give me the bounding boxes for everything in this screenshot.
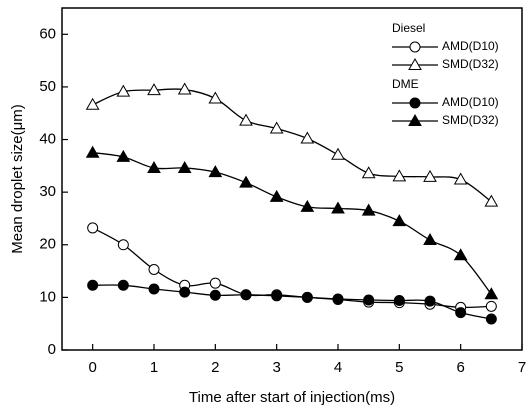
marker	[148, 263, 160, 275]
y-tick-label: 60	[39, 25, 56, 42]
y-tick-label: 50	[39, 78, 56, 95]
marker	[453, 172, 468, 185]
marker	[300, 199, 315, 212]
marker	[116, 84, 131, 97]
marker	[239, 113, 253, 126]
marker	[393, 295, 405, 307]
marker	[208, 91, 223, 104]
marker	[423, 169, 437, 182]
marker	[455, 307, 467, 319]
legend-label: SMD(D32)	[442, 57, 499, 71]
marker	[87, 279, 99, 291]
legend-marker	[409, 41, 421, 53]
legend-group: Diesel	[392, 21, 425, 35]
x-tick-label: 3	[272, 359, 280, 376]
y-tick-label: 30	[39, 183, 56, 200]
marker	[392, 169, 407, 182]
marker	[363, 294, 375, 306]
marker	[361, 166, 376, 179]
x-tick-label: 0	[88, 359, 96, 376]
marker	[240, 289, 252, 301]
marker	[392, 214, 407, 227]
marker	[116, 149, 131, 162]
marker	[424, 295, 436, 307]
marker	[301, 291, 313, 303]
marker	[485, 313, 497, 325]
x-axis-label: Time after start of injection(ms)	[189, 389, 395, 406]
x-tick-label: 4	[334, 359, 342, 376]
marker	[147, 83, 161, 96]
marker	[147, 160, 161, 173]
marker	[179, 286, 191, 298]
marker	[177, 82, 192, 95]
legend-label: SMD(D32)	[442, 113, 499, 127]
legend-label: AMD(D10)	[442, 39, 499, 53]
marker	[177, 160, 192, 173]
marker	[423, 233, 437, 246]
series-line	[92, 88, 492, 203]
marker	[485, 300, 497, 312]
y-tick-label: 10	[39, 288, 56, 305]
marker	[209, 277, 221, 289]
y-axis-label: Mean droplet size(μm)	[9, 104, 26, 254]
marker	[331, 201, 345, 214]
marker	[85, 97, 100, 110]
marker	[332, 293, 344, 305]
y-tick-label: 40	[39, 131, 56, 148]
y-tick-label: 20	[39, 236, 56, 253]
marker	[239, 175, 253, 188]
legend-marker	[408, 113, 422, 126]
marker	[300, 131, 315, 144]
x-tick-label: 7	[518, 359, 526, 376]
legend-marker	[408, 57, 422, 70]
marker	[271, 290, 283, 302]
plot-frame	[61, 7, 523, 351]
legend-group: DME	[392, 77, 419, 91]
marker	[453, 248, 468, 261]
marker	[361, 203, 376, 216]
marker	[85, 145, 100, 158]
x-tick-label: 1	[150, 359, 158, 376]
x-tick-label: 6	[456, 359, 464, 376]
legend-marker	[409, 97, 421, 109]
marker	[484, 194, 499, 207]
y-tick-label: 0	[48, 341, 56, 358]
x-tick-label: 5	[395, 359, 403, 376]
marker	[117, 239, 129, 251]
x-tick-label: 2	[211, 359, 219, 376]
marker	[117, 279, 129, 291]
marker	[269, 189, 284, 202]
marker	[269, 121, 284, 134]
marker	[484, 287, 499, 300]
marker	[87, 222, 99, 234]
marker	[148, 283, 160, 295]
marker	[331, 147, 345, 160]
marker	[208, 165, 223, 178]
legend-label: AMD(D10)	[442, 95, 499, 109]
marker	[209, 289, 221, 301]
